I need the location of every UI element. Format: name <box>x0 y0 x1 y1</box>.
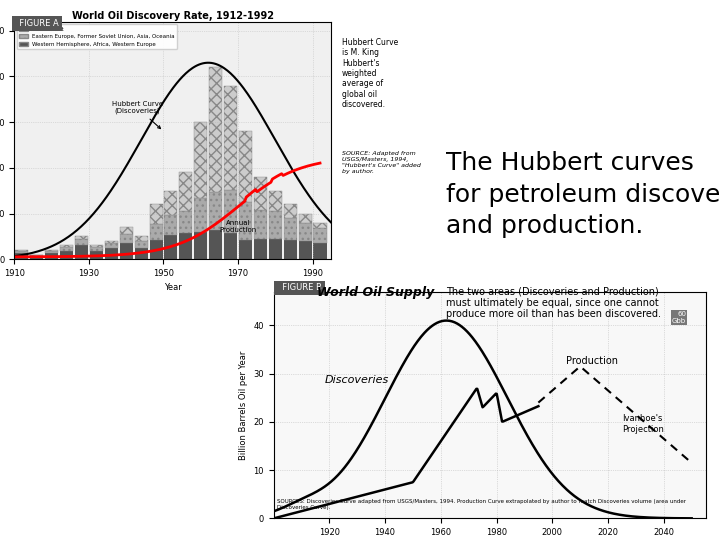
Bar <box>90 247 103 251</box>
Bar <box>120 227 132 234</box>
Bar <box>164 214 177 235</box>
Bar <box>105 248 118 259</box>
Bar <box>254 210 267 239</box>
Bar <box>224 190 237 233</box>
Bar <box>60 246 73 247</box>
Bar <box>150 224 163 240</box>
Text: 60
Gbb: 60 Gbb <box>672 311 686 324</box>
Bar <box>45 253 58 259</box>
Legend: Middle East, Eastern Europe, Former Soviet Union, Asia, Oceania, Western Hemisph: Middle East, Eastern Europe, Former Sovi… <box>17 24 177 49</box>
Bar <box>209 231 222 259</box>
Text: FIGURE B: FIGURE B <box>277 284 322 293</box>
Bar <box>254 177 267 210</box>
Text: SOURCES: Discoveries Curve adapted from USGS/Masters, 1994. Production Curve ext: SOURCES: Discoveries Curve adapted from … <box>277 500 686 510</box>
Bar <box>90 251 103 259</box>
Bar <box>254 239 267 259</box>
Bar <box>75 237 88 239</box>
Bar <box>239 240 252 259</box>
X-axis label: Year: Year <box>164 284 181 293</box>
Bar <box>135 241 148 248</box>
Text: The two areas (Discoveries and Production)
must ultimately be equal, since one c: The two areas (Discoveries and Productio… <box>446 286 662 319</box>
Bar <box>209 192 222 231</box>
Bar <box>179 212 192 233</box>
Bar <box>284 240 297 259</box>
Bar <box>30 256 43 259</box>
Bar <box>313 243 327 259</box>
Bar <box>45 250 58 251</box>
Text: The Hubbert curves
for petroleum discovery
and production.: The Hubbert curves for petroleum discove… <box>446 151 720 238</box>
Text: SOURCE: Adapted from
USGS/Masters, 1994,
"Hubbert's Curve" added
by author.: SOURCE: Adapted from USGS/Masters, 1994,… <box>342 151 421 173</box>
Bar <box>179 233 192 259</box>
Bar <box>120 234 132 243</box>
Bar <box>313 228 327 243</box>
Bar <box>15 253 28 259</box>
Bar <box>105 241 118 243</box>
Bar <box>45 251 58 253</box>
Bar <box>60 247 73 251</box>
Bar <box>179 172 192 212</box>
Text: Discoveries: Discoveries <box>325 375 390 385</box>
Bar <box>239 131 252 201</box>
Bar <box>75 239 88 246</box>
Bar <box>299 213 312 222</box>
Bar <box>105 243 118 248</box>
Bar <box>30 255 43 256</box>
Title: World Oil Discovery Rate, 1912-1992: World Oil Discovery Rate, 1912-1992 <box>72 11 274 21</box>
Text: Hubbert Curve
is M. King
Hubbert's
weighted
average of
global oil
discovered.: Hubbert Curve is M. King Hubbert's weigh… <box>342 38 398 109</box>
Bar <box>194 122 207 198</box>
Text: Ivanhoe's
Projection: Ivanhoe's Projection <box>622 414 664 434</box>
Bar <box>224 233 237 259</box>
Bar <box>150 204 163 224</box>
Bar <box>194 232 207 259</box>
Bar <box>15 251 28 253</box>
Bar <box>75 246 88 259</box>
Text: World Oil Supply: World Oil Supply <box>317 286 434 299</box>
Y-axis label: Billion Barrels Oil per Year: Billion Barrels Oil per Year <box>239 350 248 460</box>
Bar <box>135 248 148 259</box>
Text: Hubbert Curve
(Discoveries): Hubbert Curve (Discoveries) <box>112 101 163 129</box>
Bar <box>313 222 327 228</box>
Bar <box>209 68 222 192</box>
Text: FIGURE A: FIGURE A <box>14 19 59 28</box>
Bar <box>284 204 297 218</box>
Bar <box>120 243 132 259</box>
Bar <box>299 222 312 241</box>
Text: Annual
Production: Annual Production <box>220 220 256 233</box>
Bar <box>164 235 177 259</box>
Bar <box>224 85 237 190</box>
Bar <box>150 240 163 259</box>
Bar <box>269 191 282 211</box>
Bar <box>269 239 282 259</box>
Bar <box>90 246 103 247</box>
Bar <box>284 218 297 240</box>
Bar <box>194 198 207 232</box>
Bar <box>60 251 73 259</box>
Bar <box>135 237 148 241</box>
Bar <box>239 201 252 240</box>
Bar <box>15 250 28 251</box>
Bar <box>299 241 312 259</box>
Bar <box>269 211 282 239</box>
Text: Production: Production <box>566 356 618 366</box>
Bar <box>164 191 177 214</box>
